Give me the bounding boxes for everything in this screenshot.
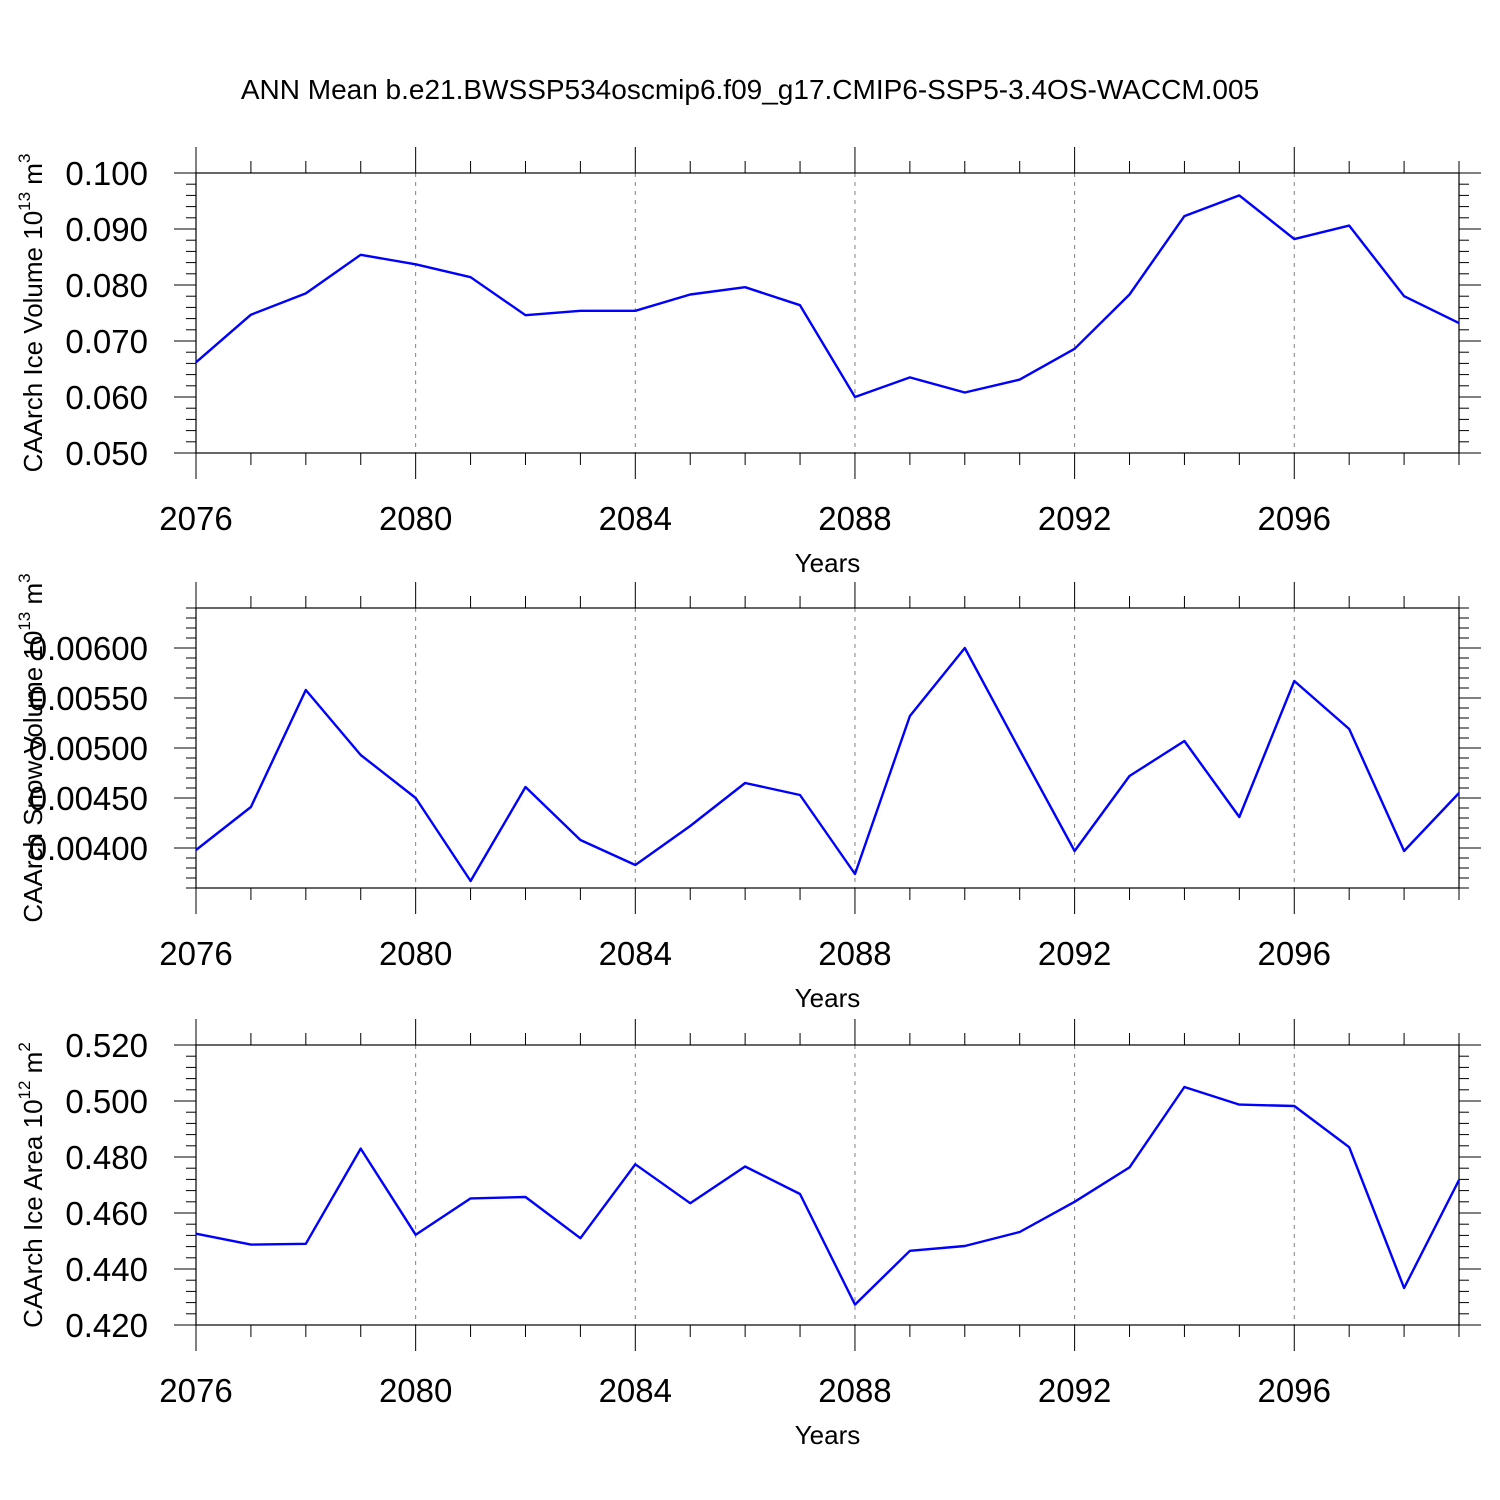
x-tick-label: 2088 <box>818 1372 891 1409</box>
x-tick-label: 2092 <box>1038 500 1111 537</box>
x-tick-label: 2092 <box>1038 935 1111 972</box>
panel-3: 0.420 0.440 0.460 0.480 0.500 0.520 2076 2080 20… <box>15 1019 1481 1450</box>
y-tick-label: 0.520 <box>65 1027 148 1064</box>
y-tick-label: 0.00600 <box>29 630 148 667</box>
y-tick-label: 0.100 <box>65 155 148 192</box>
y-tick-label: 0.070 <box>65 323 148 360</box>
x-tick-label: 2088 <box>818 500 891 537</box>
y-tick-label: 0.050 <box>65 435 148 472</box>
y-tick-label: 0.060 <box>65 379 148 416</box>
y-tick-label: 0.460 <box>65 1195 148 1232</box>
y-tick-label: 0.090 <box>65 211 148 248</box>
plot-frame <box>195 1044 1460 1326</box>
x-tick-label: 2092 <box>1038 1372 1111 1409</box>
y-tick-label: 0.00400 <box>29 830 148 867</box>
plot-frame <box>195 172 1460 454</box>
x-tick-label: 2080 <box>379 500 452 537</box>
x-axis-label: Years <box>795 548 861 578</box>
x-tick-label: 2080 <box>379 1372 452 1409</box>
x-axis-label: Years <box>795 1420 861 1450</box>
series-line <box>195 646 1460 883</box>
x-tick-label: 2076 <box>159 1372 232 1409</box>
y-tick-label: 0.420 <box>65 1307 148 1344</box>
y-axis-label: CAArch Ice Volume 1013 m3 <box>15 154 48 473</box>
y-tick-label: 0.00500 <box>29 730 148 767</box>
y-tick-label: 0.080 <box>65 267 148 304</box>
x-tick-label: 2084 <box>599 1372 672 1409</box>
x-tick-label: 2088 <box>818 935 891 972</box>
y-tick-label: 0.00450 <box>29 780 148 817</box>
y-axis-label: CAArch Snow Volume 1013 m3 <box>15 573 48 922</box>
x-tick-label: 2080 <box>379 935 452 972</box>
x-tick-label: 2084 <box>599 935 672 972</box>
panel-2: 0.00400 0.00450 0.00500 0.00550 0.00600 2076 2… <box>15 573 1481 1013</box>
x-tick-label: 2084 <box>599 500 672 537</box>
x-tick-label: 2076 <box>159 500 232 537</box>
x-tick-label: 2096 <box>1258 935 1331 972</box>
series-line <box>195 1085 1461 1306</box>
y-tick-label: 0.500 <box>65 1083 148 1120</box>
x-tick-label: 2096 <box>1258 1372 1331 1409</box>
y-tick-label: 0.440 <box>65 1251 148 1288</box>
y-tick-label: 0.480 <box>65 1139 148 1176</box>
chart-title: ANN Mean b.e21.BWSSP534oscmip6.f09_g17.C… <box>241 74 1259 105</box>
y-tick-label: 0.00550 <box>29 680 148 717</box>
series-line <box>195 194 1460 399</box>
panel-1: 0.050 0.060 0.070 0.080 0.090 0.100 2076 2080 20… <box>15 147 1481 578</box>
plot-frame <box>195 607 1460 889</box>
y-axis-label: CAArch Ice Area 1012 m2 <box>15 1042 48 1328</box>
x-tick-label: 2096 <box>1258 500 1331 537</box>
x-tick-label: 2076 <box>159 935 232 972</box>
x-axis-label: Years <box>795 983 861 1013</box>
